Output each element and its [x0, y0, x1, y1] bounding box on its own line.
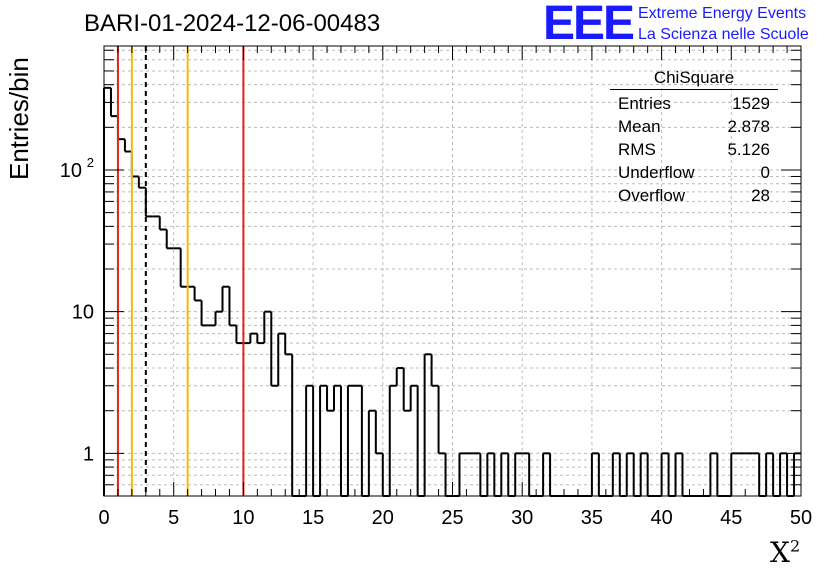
- x-tick-label: 20: [372, 507, 394, 529]
- threshold-lines: [116, 46, 245, 496]
- x-tick-label: 45: [720, 507, 742, 529]
- eee-logo: EEE: [543, 0, 635, 50]
- tick-labels: 0 5 10 15 20 25 30 35 40 45 50 1 10 10 2: [60, 155, 812, 529]
- stats-title: ChiSquare: [610, 66, 778, 90]
- x-tick-label: 15: [302, 507, 324, 529]
- y-tick-label: 10: [72, 302, 94, 324]
- stats-row-overflow: Overflow 28: [610, 184, 778, 207]
- logo-line-2: La Scienza nelle Scuole: [638, 26, 809, 43]
- x-axis-label: X2: [770, 536, 800, 569]
- grid: [104, 46, 801, 496]
- stats-label: Mean: [618, 117, 661, 136]
- y-axis-label: Entries/bin: [4, 57, 34, 180]
- stats-value: 5.126: [727, 140, 770, 159]
- stats-label: Underflow: [618, 163, 695, 182]
- x-tick-label: 40: [650, 507, 672, 529]
- x-tick-label: 10: [232, 507, 254, 529]
- stats-box: ChiSquare Entries 1529 Mean 2.878 RMS 5.126…: [610, 66, 778, 207]
- x-tick-label: 5: [168, 507, 179, 529]
- stats-label: Entries: [618, 94, 671, 113]
- y-tick-label-sup: 2: [87, 155, 94, 170]
- x-axis-label-sup: 2: [789, 536, 801, 556]
- stats-row-rms: RMS 5.126: [610, 138, 778, 161]
- stats-row-mean: Mean 2.878: [610, 115, 778, 138]
- axis-ticks: [103, 46, 802, 496]
- stats-label: RMS: [618, 140, 656, 159]
- stats-value: 2.878: [727, 117, 770, 136]
- stats-value: 28: [751, 186, 770, 205]
- x-axis-label-base: X: [770, 536, 790, 569]
- y-tick-label: 1: [83, 443, 94, 465]
- histogram-title: BARI-01-2024-12-06-00483: [84, 10, 381, 37]
- eee-logo-text: Extreme Energy Events La Scienza nelle S…: [638, 3, 809, 45]
- stats-value: 1529: [732, 94, 770, 113]
- stats-row-entries: Entries 1529: [610, 92, 778, 115]
- x-tick-label: 0: [98, 507, 109, 529]
- x-tick-label: 30: [511, 507, 533, 529]
- stats-label: Overflow: [618, 186, 686, 205]
- x-tick-label: 50: [790, 507, 812, 529]
- x-tick-label: 25: [441, 507, 463, 529]
- stats-row-underflow: Underflow 0: [610, 161, 778, 184]
- y-tick-label: 10: [60, 160, 82, 182]
- stats-value: 0: [760, 163, 770, 182]
- logo-line-1: Extreme Energy Events: [638, 5, 807, 22]
- x-tick-label: 35: [581, 507, 603, 529]
